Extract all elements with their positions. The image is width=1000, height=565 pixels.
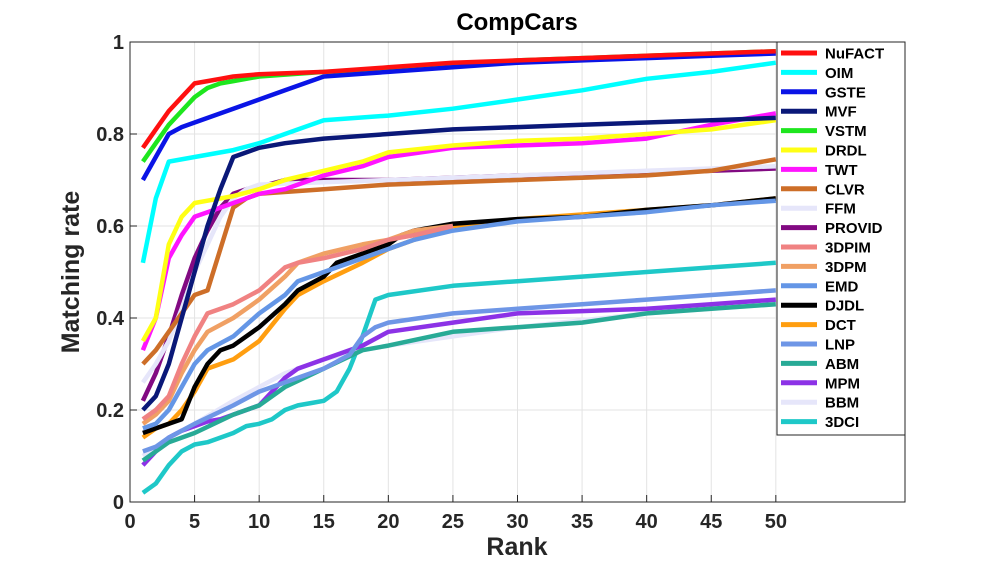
y-ticks: 0 0.2 0.4 0.6 0.8 1 bbox=[96, 32, 137, 514]
y-tick-label-2: 0.4 bbox=[96, 308, 125, 330]
legend-label-bbm: BBM bbox=[825, 395, 859, 412]
series-line-drdl bbox=[140, 117, 777, 343]
series-line-3dpim bbox=[141, 223, 454, 422]
legend-label-lnp: LNP bbox=[825, 337, 855, 354]
x-tick-label-1: 5 bbox=[189, 511, 200, 533]
y-tick-label-3: 0.6 bbox=[96, 216, 124, 238]
x-tick-label-10: 50 bbox=[765, 511, 787, 533]
series-lines bbox=[140, 48, 777, 495]
chart-title: CompCars bbox=[456, 9, 577, 36]
legend-label-3dpm: 3DPM bbox=[825, 259, 867, 276]
x-tick-label-0: 0 bbox=[124, 511, 135, 533]
legend-label-3dpim: 3DPIM bbox=[825, 240, 871, 257]
legend-label-provid: PROVID bbox=[825, 220, 883, 237]
series-line-nufact bbox=[141, 48, 776, 150]
x-tick-label-9: 45 bbox=[700, 511, 722, 533]
legend-label-mpm: MPM bbox=[825, 375, 860, 392]
legend-label-twt: TWT bbox=[825, 162, 857, 179]
x-tick-label-3: 15 bbox=[313, 511, 335, 533]
series-line-lnp bbox=[142, 288, 776, 454]
legend-label-clvr: CLVR bbox=[825, 181, 865, 198]
legend-label-ffm: FFM bbox=[825, 201, 856, 218]
legend-label-abm: ABM bbox=[825, 356, 859, 373]
legend-label-mvf: MVF bbox=[825, 104, 857, 121]
x-tick-label-8: 40 bbox=[636, 511, 658, 533]
series-line-oim bbox=[140, 60, 777, 264]
x-tick-label-7: 35 bbox=[571, 511, 593, 533]
legend-box bbox=[776, 41, 906, 436]
x-tick-label-6: 30 bbox=[506, 511, 528, 533]
y-tick-label-5: 1 bbox=[113, 32, 124, 54]
legend-label-gste: GSTE bbox=[825, 84, 866, 101]
legend-label-djdl: DJDL bbox=[825, 298, 864, 315]
y-tick-label-1: 0.2 bbox=[96, 400, 124, 422]
legend-label-drdl: DRDL bbox=[825, 143, 867, 160]
series-line-twt bbox=[140, 111, 777, 352]
series-line-emd bbox=[142, 198, 776, 431]
legend-label-emd: EMD bbox=[825, 278, 859, 295]
y-tick-label-4: 0.8 bbox=[96, 124, 124, 146]
x-tick-label-2: 10 bbox=[248, 511, 270, 533]
series-line-gste bbox=[140, 51, 776, 182]
x-axis-label: Rank bbox=[486, 533, 547, 561]
y-axis-label: Matching rate bbox=[57, 191, 85, 354]
x-tick-label-5: 25 bbox=[442, 511, 464, 533]
legend-label-dct: DCT bbox=[825, 317, 856, 334]
series-line-3dci bbox=[141, 260, 776, 495]
series-line-mvf bbox=[141, 115, 776, 412]
x-ticks: 0 5 10 15 20 25 30 35 40 45 50 bbox=[124, 495, 787, 533]
x-tick-label-4: 20 bbox=[377, 511, 399, 533]
legend-label-3dci: 3DCI bbox=[825, 414, 859, 431]
y-tick-label-0: 0 bbox=[113, 492, 124, 514]
legend-label-oim: OIM bbox=[825, 65, 853, 82]
legend: NuFACT OIM GSTE MVF VSTM DRDL TWT CLVR FFM PROVID… bbox=[776, 41, 906, 436]
legend-label-nufact: NuFACT bbox=[825, 46, 884, 63]
legend-label-vstm: VSTM bbox=[825, 123, 867, 140]
